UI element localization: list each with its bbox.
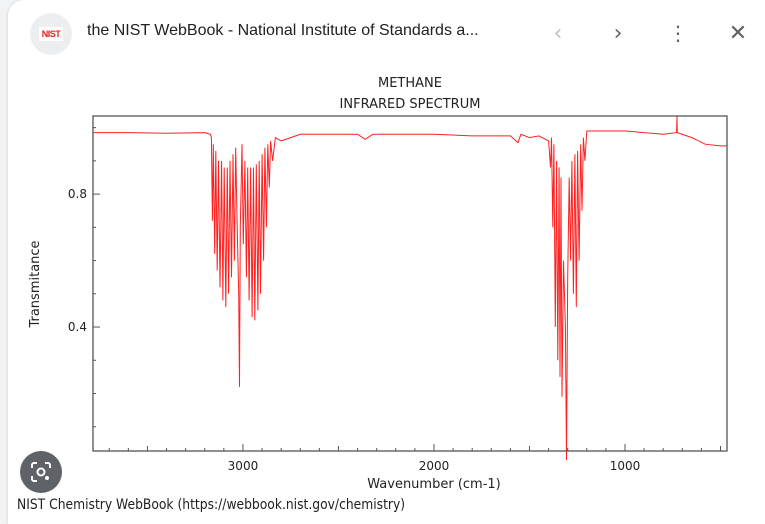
chart-subtitle: INFRARED SPECTRUM: [340, 97, 481, 112]
preview-panel: NIST the NIST WebBook - National Institu…: [8, 0, 765, 524]
google-lens-button[interactable]: [20, 451, 62, 493]
x-axis-label: Wavenumber (cm-1): [367, 477, 500, 492]
y-tick-label: 0.4: [68, 320, 87, 334]
more-vert-icon[interactable]: ⋮: [668, 21, 688, 45]
google-lens-icon: [31, 462, 51, 482]
y-tick-label: 0.8: [68, 187, 87, 201]
site-favicon: NIST: [30, 13, 72, 55]
panel-header: NIST the NIST WebBook - National Institu…: [8, 0, 765, 66]
chevron-right-icon[interactable]: ›: [613, 20, 623, 46]
x-tick-label: 1000: [610, 459, 641, 473]
plot-frame: [92, 115, 728, 452]
source-caption[interactable]: NIST Chemistry WebBook (https://webbook.…: [17, 497, 406, 513]
chevron-left-icon[interactable]: ‹: [553, 20, 563, 46]
x-tick-label: 3000: [228, 459, 259, 473]
chart-title: METHANE: [378, 76, 442, 91]
close-icon[interactable]: ✕: [728, 20, 748, 46]
spectrum-line: [93, 115, 727, 461]
nist-logo: NIST: [38, 27, 64, 41]
x-tick-label: 2000: [419, 459, 450, 473]
y-axis-label: Transmitance: [28, 240, 43, 328]
page-title[interactable]: the NIST WebBook - National Institute of…: [87, 22, 479, 39]
